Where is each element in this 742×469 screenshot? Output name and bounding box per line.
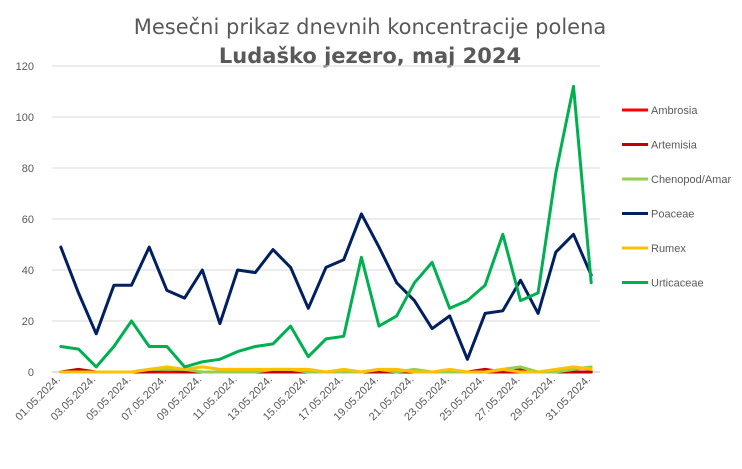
chart-subtitle: Ludaško jezero, maj 2024	[219, 44, 521, 68]
legend-label-rumex: Rumex	[651, 243, 686, 255]
series-lines	[59, 84, 593, 374]
legend-label-artemisia: Artemisia	[651, 140, 698, 152]
legend: Ambrosia Artemisia Chenopod/Amar Poaceae Rum…	[622, 105, 731, 290]
y-tick-label: 0	[28, 367, 34, 379]
legend-label-urticaceae: Urticaceae	[651, 278, 704, 290]
y-tick-label: 80	[22, 163, 34, 175]
chart-title: Mesečni prikaz dnevnih koncentracije pol…	[134, 15, 607, 39]
y-tick-label: 60	[22, 214, 34, 226]
x-axis-ticks: 01.05.2024.03.05.2024.05.05.2024.07.05.2…	[13, 374, 593, 424]
series-line-rumex	[59, 365, 593, 374]
legend-label-chenopod-amar: Chenopod/Amar	[651, 174, 731, 186]
legend-label-ambrosia: Ambrosia	[651, 105, 698, 117]
series-line-urticaceae	[59, 84, 593, 369]
y-axis-ticks: 0 20 40 60 80 100 120	[16, 61, 34, 379]
y-tick-label: 40	[22, 265, 34, 277]
y-tick-label: 20	[22, 316, 34, 328]
series-line-poaceae	[59, 212, 593, 361]
y-tick-label: 120	[16, 61, 34, 73]
y-tick-label: 100	[16, 112, 34, 124]
legend-label-poaceae: Poaceae	[651, 209, 694, 221]
